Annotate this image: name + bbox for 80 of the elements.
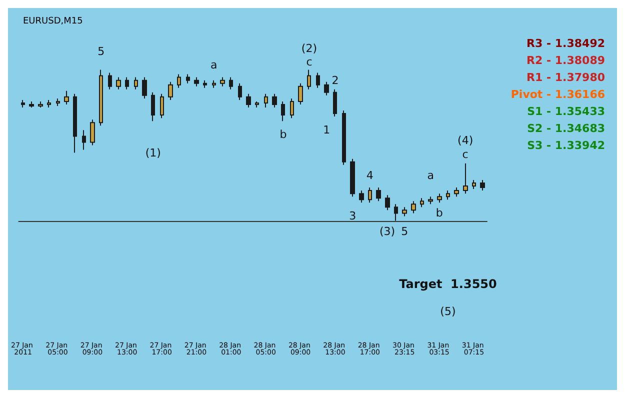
candlestick	[47, 99, 51, 108]
candlestick	[73, 93, 77, 154]
annotation: 3	[349, 210, 356, 223]
candlestick	[376, 187, 381, 202]
candlestick	[402, 206, 407, 217]
candlestick	[411, 200, 416, 214]
candlestick	[194, 76, 199, 87]
candlestick	[324, 81, 329, 96]
text: R1 - 1.37980	[526, 71, 606, 84]
candlestick	[168, 81, 173, 100]
candlestick	[125, 76, 129, 90]
annotation: a	[427, 168, 434, 182]
candlestick	[21, 99, 25, 108]
text: Target 1.3550	[399, 277, 497, 292]
candlestick	[56, 98, 60, 106]
annotation: c	[462, 148, 468, 161]
candlestick	[151, 92, 155, 122]
candlestick	[333, 88, 337, 118]
candlestick	[394, 204, 398, 222]
text: (3)	[379, 224, 396, 238]
candlestick	[307, 69, 311, 90]
candlestick	[446, 190, 450, 200]
text: (2)	[301, 42, 318, 56]
text: R3 - 1.38492	[526, 37, 606, 50]
candlestick	[350, 158, 355, 198]
candlestick	[64, 90, 69, 105]
candlestick	[220, 76, 225, 87]
text: (5)	[440, 304, 456, 318]
candlestick	[272, 93, 277, 108]
candlestick	[281, 100, 285, 122]
annotation: a	[210, 58, 218, 72]
text: S1 - 1.35433	[527, 105, 606, 118]
candlestick	[264, 93, 268, 108]
candlestick	[368, 187, 372, 204]
candlestick	[186, 74, 190, 84]
candlestick	[116, 76, 121, 90]
candlestick	[108, 72, 112, 90]
text: S3 - 1.33942	[527, 139, 606, 152]
candlestick	[480, 179, 485, 192]
candlestick	[316, 72, 320, 88]
annotation: 4	[366, 168, 374, 182]
candlestick	[99, 69, 103, 126]
annotation: (4)	[458, 134, 474, 148]
candlestick	[90, 119, 95, 146]
candlestick	[255, 100, 259, 108]
candlestick	[420, 198, 424, 208]
candlestick	[82, 130, 86, 150]
annotation: 2	[332, 74, 339, 87]
candlestick	[437, 193, 442, 204]
candlestick	[385, 194, 390, 211]
candlestick	[212, 80, 216, 88]
text: R2 - 1.38089	[526, 54, 606, 67]
candlestick	[359, 190, 364, 204]
candlestick	[134, 76, 138, 90]
text: 5	[98, 45, 105, 58]
candlestick	[177, 74, 181, 88]
candlestick	[290, 98, 294, 119]
annotation: b	[436, 206, 443, 220]
text: S2 - 1.34683	[527, 122, 606, 135]
text: 5	[401, 224, 408, 238]
annotation: 1	[323, 124, 330, 137]
candlestick	[142, 76, 147, 99]
candlestick	[229, 76, 233, 90]
candlestick	[298, 82, 303, 105]
candlestick	[29, 100, 34, 108]
candlestick	[203, 80, 207, 88]
candlestick	[246, 93, 251, 108]
annotation: (1)	[145, 146, 161, 160]
candlestick	[160, 93, 164, 119]
candlestick	[454, 187, 459, 198]
text: c	[306, 56, 312, 69]
candlestick	[238, 82, 242, 100]
candlestick	[472, 179, 476, 190]
candlestick	[428, 196, 433, 205]
text: Pivot - 1.36166	[510, 88, 606, 101]
candlestick	[463, 162, 468, 194]
chart-title: EURUSD,M15	[23, 16, 83, 26]
candlestick	[342, 110, 346, 166]
candlestick	[38, 100, 43, 108]
annotation: b	[280, 128, 287, 142]
